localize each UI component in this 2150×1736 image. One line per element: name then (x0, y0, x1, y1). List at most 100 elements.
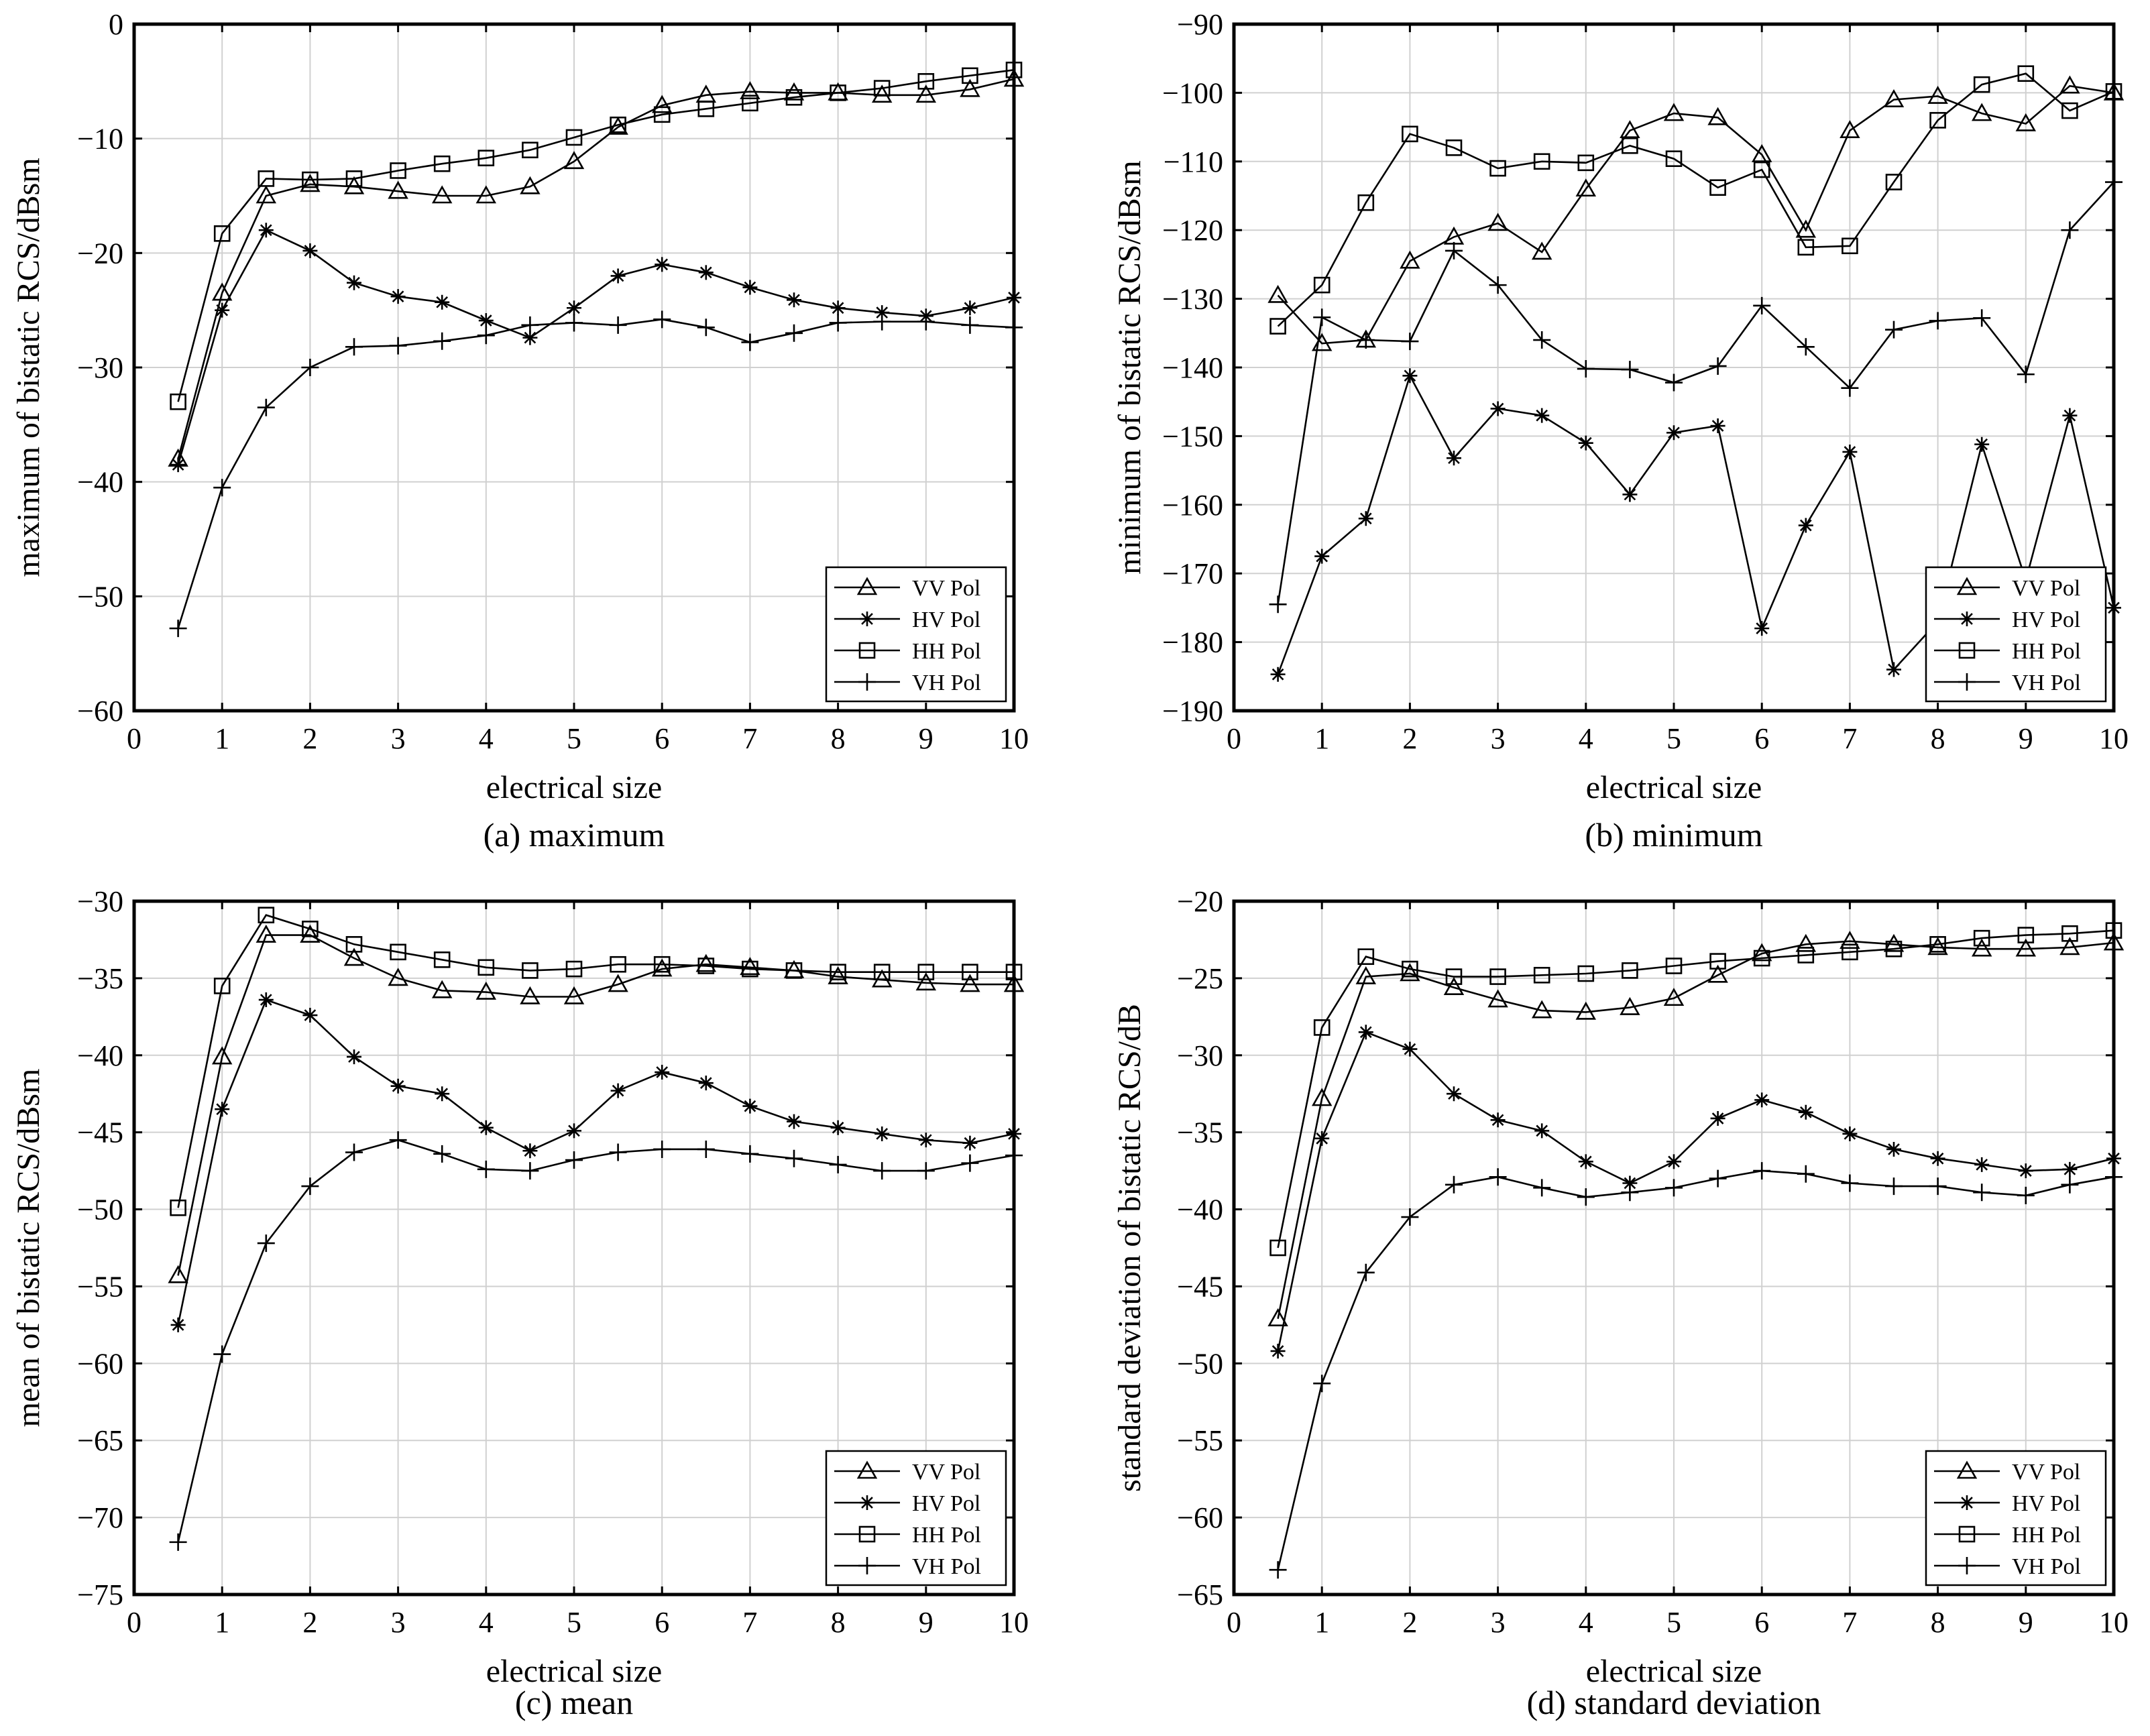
marker-square (522, 962, 539, 979)
x-tick-label: 8 (1931, 722, 1945, 755)
marker-plus (1885, 321, 1903, 339)
legend-label: VV Pol (912, 1460, 980, 1485)
marker-asterisk (1710, 1110, 1725, 1126)
y-tick-label: −30 (77, 351, 123, 384)
marker-triangle (1487, 989, 1508, 1008)
marker-square (1357, 194, 1375, 211)
marker-triangle (1751, 943, 1772, 962)
marker-asterisk (698, 265, 714, 280)
marker-plus (1753, 296, 1771, 314)
marker-plus (213, 479, 231, 497)
y-tick-label: −55 (1177, 1424, 1223, 1457)
marker-asterisk (1622, 1175, 1638, 1191)
legend-box (1925, 1450, 2107, 1586)
y-tick-label: −45 (77, 1116, 123, 1149)
panel-caption: (a) maximum (484, 816, 665, 854)
series-hv-pol (170, 223, 1021, 473)
x-tick-label: 7 (742, 1606, 757, 1639)
marker-square (1313, 1019, 1331, 1036)
marker-plus (2061, 1175, 2079, 1194)
marker-asterisk (302, 1008, 318, 1023)
marker-asterisk (567, 1123, 581, 1139)
y-tick-label: −190 (1162, 695, 1223, 728)
marker-asterisk (1578, 1154, 1593, 1169)
marker-square (962, 964, 978, 980)
marker-triangle (475, 185, 497, 204)
marker-plus (1709, 357, 1727, 375)
y-tick-label: −150 (1162, 420, 1223, 453)
marker-square (1797, 239, 1815, 256)
marker-plus (565, 1151, 583, 1169)
series-line (1277, 1169, 2114, 1570)
marker-plus (653, 310, 671, 329)
marker-square (433, 155, 451, 172)
marker-square (1709, 953, 1726, 970)
x-tick-label: 10 (2099, 722, 2129, 755)
marker-plus (873, 312, 891, 331)
marker-plus (2017, 1186, 2035, 1204)
series-line (177, 1139, 1015, 1543)
marker-square (1709, 179, 1726, 196)
marker-asterisk (1930, 1151, 1945, 1166)
x-tick-label: 10 (999, 1606, 1029, 1639)
marker-plus (785, 324, 803, 342)
y-tick-label: −140 (1162, 351, 1223, 384)
marker-square (390, 162, 406, 179)
marker-asterisk (1358, 1025, 1373, 1040)
legend-entry: HV Pol (834, 1491, 980, 1516)
marker-plus (565, 314, 583, 332)
marker-triangle (2015, 938, 2037, 957)
marker-triangle (388, 180, 408, 199)
x-tick-label: 5 (567, 1606, 581, 1639)
marker-asterisk (830, 1120, 846, 1135)
marker-asterisk (1402, 1041, 1418, 1057)
marker-triangle (563, 986, 585, 1004)
marker-plus (1533, 331, 1551, 349)
x-tick-label: 7 (742, 722, 757, 755)
marker-square (742, 95, 758, 112)
marker-plus (2061, 221, 2079, 239)
marker-square (1665, 150, 1683, 168)
marker-square (1842, 943, 1858, 961)
legend-entry: HH Pol (834, 639, 981, 664)
marker-square (1577, 965, 1595, 982)
marker-plus (1753, 1162, 1771, 1180)
marker-asterisk (1447, 451, 1461, 466)
series-vv-pol (168, 924, 1025, 1283)
series-line (177, 69, 1015, 402)
y-tick-label: −40 (77, 1039, 123, 1072)
marker-asterisk (567, 300, 581, 316)
marker-square (742, 960, 758, 978)
legend-box (1925, 566, 2107, 703)
marker-triangle (960, 78, 980, 97)
series-vv-pol (1267, 75, 2125, 351)
legend-entry: VV Pol (1934, 1460, 2080, 1485)
x-tick-label: 6 (1754, 1606, 1769, 1639)
marker-asterisk (1314, 548, 1330, 564)
marker-asterisk (874, 1126, 890, 1141)
marker-square (1402, 960, 1418, 978)
marker-triangle (740, 957, 760, 976)
marker-triangle (1663, 988, 1685, 1006)
legend-label: VH Pol (912, 671, 981, 695)
marker-square (1445, 139, 1463, 156)
marker-asterisk (522, 1143, 538, 1159)
y-tick-label: −55 (77, 1270, 123, 1303)
marker-plus (1973, 1183, 1991, 1202)
marker-asterisk (347, 275, 361, 290)
marker-triangle (1971, 103, 1992, 121)
marker-triangle (1400, 963, 1420, 982)
marker-triangle (1400, 250, 1420, 269)
marker-asterisk (1534, 1123, 1550, 1139)
chart-panel-1: 0 1 2 3 4 5 6 7 8 9 10 0 −10 −20 −30 −40 −50 −60 electrica… (11, 8, 1029, 854)
marker-asterisk (1798, 518, 1813, 533)
x-tick-label: 9 (919, 722, 933, 755)
marker-triangle (343, 947, 365, 966)
marker-plus (2017, 365, 2035, 384)
marker-asterisk (698, 1076, 714, 1091)
x-tick-label: 1 (1314, 1606, 1329, 1639)
marker-asterisk (1754, 1092, 1770, 1108)
marker-asterisk (2018, 1163, 2033, 1179)
legend-entry: VH Pol (834, 671, 981, 695)
legend-label: VH Pol (912, 1554, 981, 1579)
